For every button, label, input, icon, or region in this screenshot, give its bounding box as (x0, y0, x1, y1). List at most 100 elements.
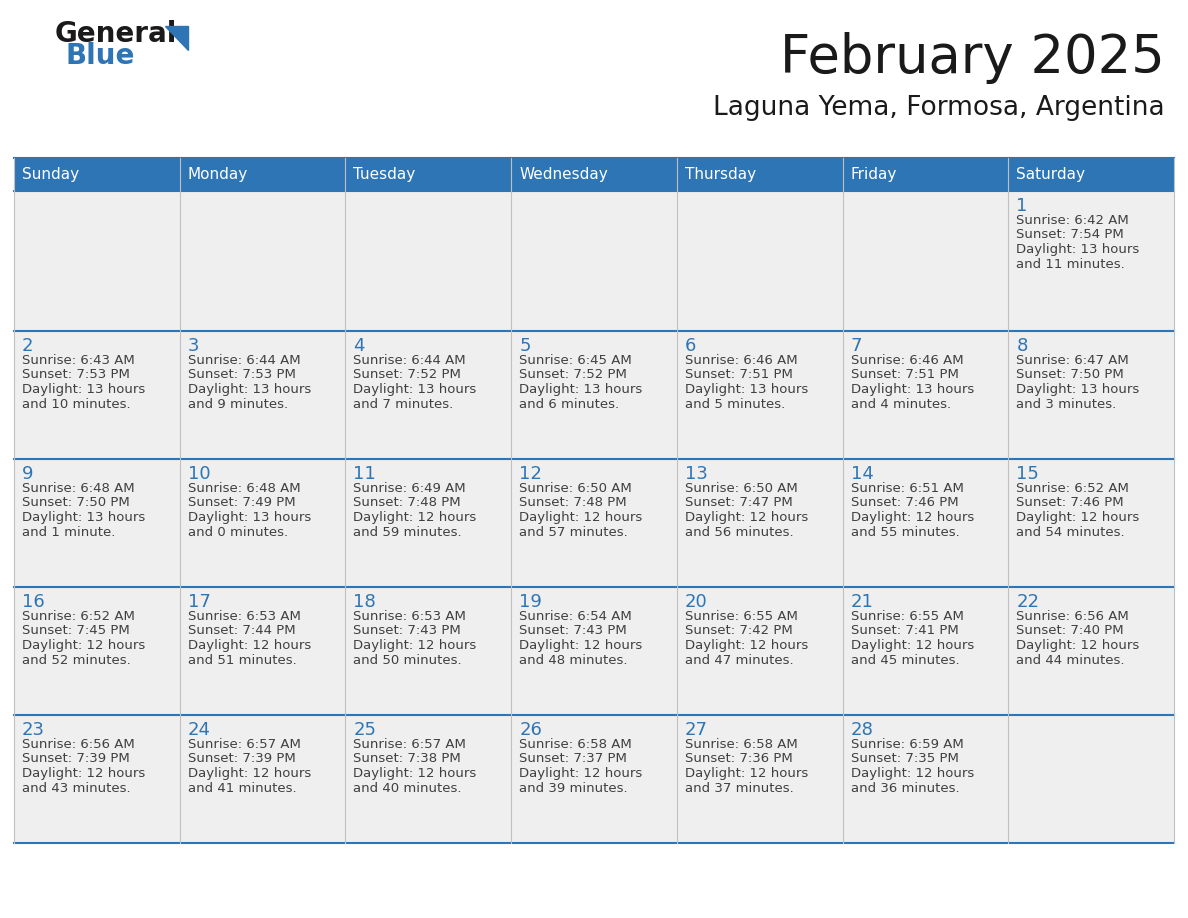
Text: Sunset: 7:48 PM: Sunset: 7:48 PM (353, 497, 461, 509)
Text: Daylight: 12 hours: Daylight: 12 hours (353, 511, 476, 524)
Text: and 54 minutes.: and 54 minutes. (1016, 525, 1125, 539)
Text: Sunset: 7:46 PM: Sunset: 7:46 PM (851, 497, 959, 509)
Text: Sunrise: 6:56 AM: Sunrise: 6:56 AM (1016, 610, 1129, 623)
Text: and 9 minutes.: and 9 minutes. (188, 397, 287, 410)
Text: and 39 minutes.: and 39 minutes. (519, 781, 627, 794)
Text: Daylight: 13 hours: Daylight: 13 hours (851, 383, 974, 396)
Text: Daylight: 12 hours: Daylight: 12 hours (519, 511, 643, 524)
Text: Sunset: 7:52 PM: Sunset: 7:52 PM (353, 368, 461, 382)
Text: Daylight: 13 hours: Daylight: 13 hours (1016, 243, 1139, 256)
Text: and 10 minutes.: and 10 minutes. (23, 397, 131, 410)
Bar (14, 158, 1174, 191)
Text: Sunrise: 6:42 AM: Sunrise: 6:42 AM (1016, 214, 1129, 227)
Text: Daylight: 13 hours: Daylight: 13 hours (1016, 383, 1139, 396)
Text: Daylight: 13 hours: Daylight: 13 hours (519, 383, 643, 396)
Text: Daylight: 12 hours: Daylight: 12 hours (684, 511, 808, 524)
Text: and 51 minutes.: and 51 minutes. (188, 654, 297, 666)
Text: Sunrise: 6:54 AM: Sunrise: 6:54 AM (519, 610, 632, 623)
Text: and 5 minutes.: and 5 minutes. (684, 397, 785, 410)
Text: Sunset: 7:44 PM: Sunset: 7:44 PM (188, 624, 296, 637)
Text: and 45 minutes.: and 45 minutes. (851, 654, 959, 666)
Text: Sunrise: 6:44 AM: Sunrise: 6:44 AM (353, 354, 466, 367)
Text: Sunrise: 6:45 AM: Sunrise: 6:45 AM (519, 354, 632, 367)
Text: Sunrise: 6:53 AM: Sunrise: 6:53 AM (353, 610, 467, 623)
Text: Sunset: 7:42 PM: Sunset: 7:42 PM (684, 624, 792, 637)
Text: Sunrise: 6:48 AM: Sunrise: 6:48 AM (188, 482, 301, 495)
Text: and 44 minutes.: and 44 minutes. (1016, 654, 1125, 666)
Text: 23: 23 (23, 721, 45, 739)
Text: Daylight: 12 hours: Daylight: 12 hours (684, 767, 808, 780)
Polygon shape (165, 26, 188, 50)
Text: February 2025: February 2025 (781, 32, 1165, 84)
Text: Monday: Monday (188, 167, 248, 182)
Text: and 56 minutes.: and 56 minutes. (684, 525, 794, 539)
Text: Sunrise: 6:52 AM: Sunrise: 6:52 AM (1016, 482, 1129, 495)
Text: 10: 10 (188, 465, 210, 483)
Text: Daylight: 12 hours: Daylight: 12 hours (353, 767, 476, 780)
Text: Blue: Blue (65, 42, 134, 70)
Text: Daylight: 12 hours: Daylight: 12 hours (353, 639, 476, 652)
Text: Daylight: 12 hours: Daylight: 12 hours (1016, 639, 1139, 652)
Text: Wednesday: Wednesday (519, 167, 608, 182)
Text: Sunset: 7:52 PM: Sunset: 7:52 PM (519, 368, 627, 382)
Text: Daylight: 12 hours: Daylight: 12 hours (188, 767, 311, 780)
Text: Sunrise: 6:53 AM: Sunrise: 6:53 AM (188, 610, 301, 623)
Text: Tuesday: Tuesday (353, 167, 416, 182)
Bar (14, 191, 1174, 331)
Text: Sunrise: 6:58 AM: Sunrise: 6:58 AM (519, 738, 632, 751)
Text: Laguna Yema, Formosa, Argentina: Laguna Yema, Formosa, Argentina (713, 95, 1165, 121)
Text: Daylight: 13 hours: Daylight: 13 hours (188, 511, 311, 524)
Text: Sunset: 7:50 PM: Sunset: 7:50 PM (23, 497, 129, 509)
Text: 27: 27 (684, 721, 708, 739)
Text: Sunrise: 6:47 AM: Sunrise: 6:47 AM (1016, 354, 1129, 367)
Text: Daylight: 12 hours: Daylight: 12 hours (851, 767, 974, 780)
Text: Sunset: 7:51 PM: Sunset: 7:51 PM (684, 368, 792, 382)
Text: Sunset: 7:37 PM: Sunset: 7:37 PM (519, 753, 627, 766)
Text: 7: 7 (851, 337, 862, 355)
Text: Daylight: 13 hours: Daylight: 13 hours (684, 383, 808, 396)
Text: Sunset: 7:47 PM: Sunset: 7:47 PM (684, 497, 792, 509)
Text: and 37 minutes.: and 37 minutes. (684, 781, 794, 794)
Bar (14, 715, 1174, 843)
Text: Sunrise: 6:50 AM: Sunrise: 6:50 AM (519, 482, 632, 495)
Text: Thursday: Thursday (684, 167, 756, 182)
Text: Sunrise: 6:55 AM: Sunrise: 6:55 AM (684, 610, 797, 623)
Text: Sunrise: 6:59 AM: Sunrise: 6:59 AM (851, 738, 963, 751)
Text: 22: 22 (1016, 593, 1040, 611)
Text: Sunrise: 6:49 AM: Sunrise: 6:49 AM (353, 482, 466, 495)
Text: and 7 minutes.: and 7 minutes. (353, 397, 454, 410)
Text: and 55 minutes.: and 55 minutes. (851, 525, 960, 539)
Text: 26: 26 (519, 721, 542, 739)
Text: Sunrise: 6:52 AM: Sunrise: 6:52 AM (23, 610, 135, 623)
Text: and 50 minutes.: and 50 minutes. (353, 654, 462, 666)
Text: and 0 minutes.: and 0 minutes. (188, 525, 287, 539)
Text: 14: 14 (851, 465, 873, 483)
Text: Sunrise: 6:50 AM: Sunrise: 6:50 AM (684, 482, 797, 495)
Text: Sunset: 7:36 PM: Sunset: 7:36 PM (684, 753, 792, 766)
Bar (14, 587, 1174, 715)
Text: 24: 24 (188, 721, 210, 739)
Text: and 3 minutes.: and 3 minutes. (1016, 397, 1117, 410)
Text: Daylight: 13 hours: Daylight: 13 hours (23, 511, 145, 524)
Text: Daylight: 12 hours: Daylight: 12 hours (1016, 511, 1139, 524)
Text: and 4 minutes.: and 4 minutes. (851, 397, 950, 410)
Text: Sunrise: 6:43 AM: Sunrise: 6:43 AM (23, 354, 134, 367)
Text: Sunset: 7:54 PM: Sunset: 7:54 PM (1016, 229, 1124, 241)
Text: Daylight: 13 hours: Daylight: 13 hours (353, 383, 476, 396)
Text: 2: 2 (23, 337, 33, 355)
Text: 16: 16 (23, 593, 45, 611)
Text: 9: 9 (23, 465, 33, 483)
Text: Sunrise: 6:58 AM: Sunrise: 6:58 AM (684, 738, 797, 751)
Bar (14, 331, 1174, 459)
Text: Sunset: 7:43 PM: Sunset: 7:43 PM (353, 624, 461, 637)
Text: 19: 19 (519, 593, 542, 611)
Text: 18: 18 (353, 593, 377, 611)
Text: Sunrise: 6:57 AM: Sunrise: 6:57 AM (188, 738, 301, 751)
Text: Sunset: 7:53 PM: Sunset: 7:53 PM (23, 368, 129, 382)
Text: 4: 4 (353, 337, 365, 355)
Text: 25: 25 (353, 721, 377, 739)
Text: Sunset: 7:53 PM: Sunset: 7:53 PM (188, 368, 296, 382)
Text: 6: 6 (684, 337, 696, 355)
Text: 28: 28 (851, 721, 873, 739)
Text: Sunset: 7:51 PM: Sunset: 7:51 PM (851, 368, 959, 382)
